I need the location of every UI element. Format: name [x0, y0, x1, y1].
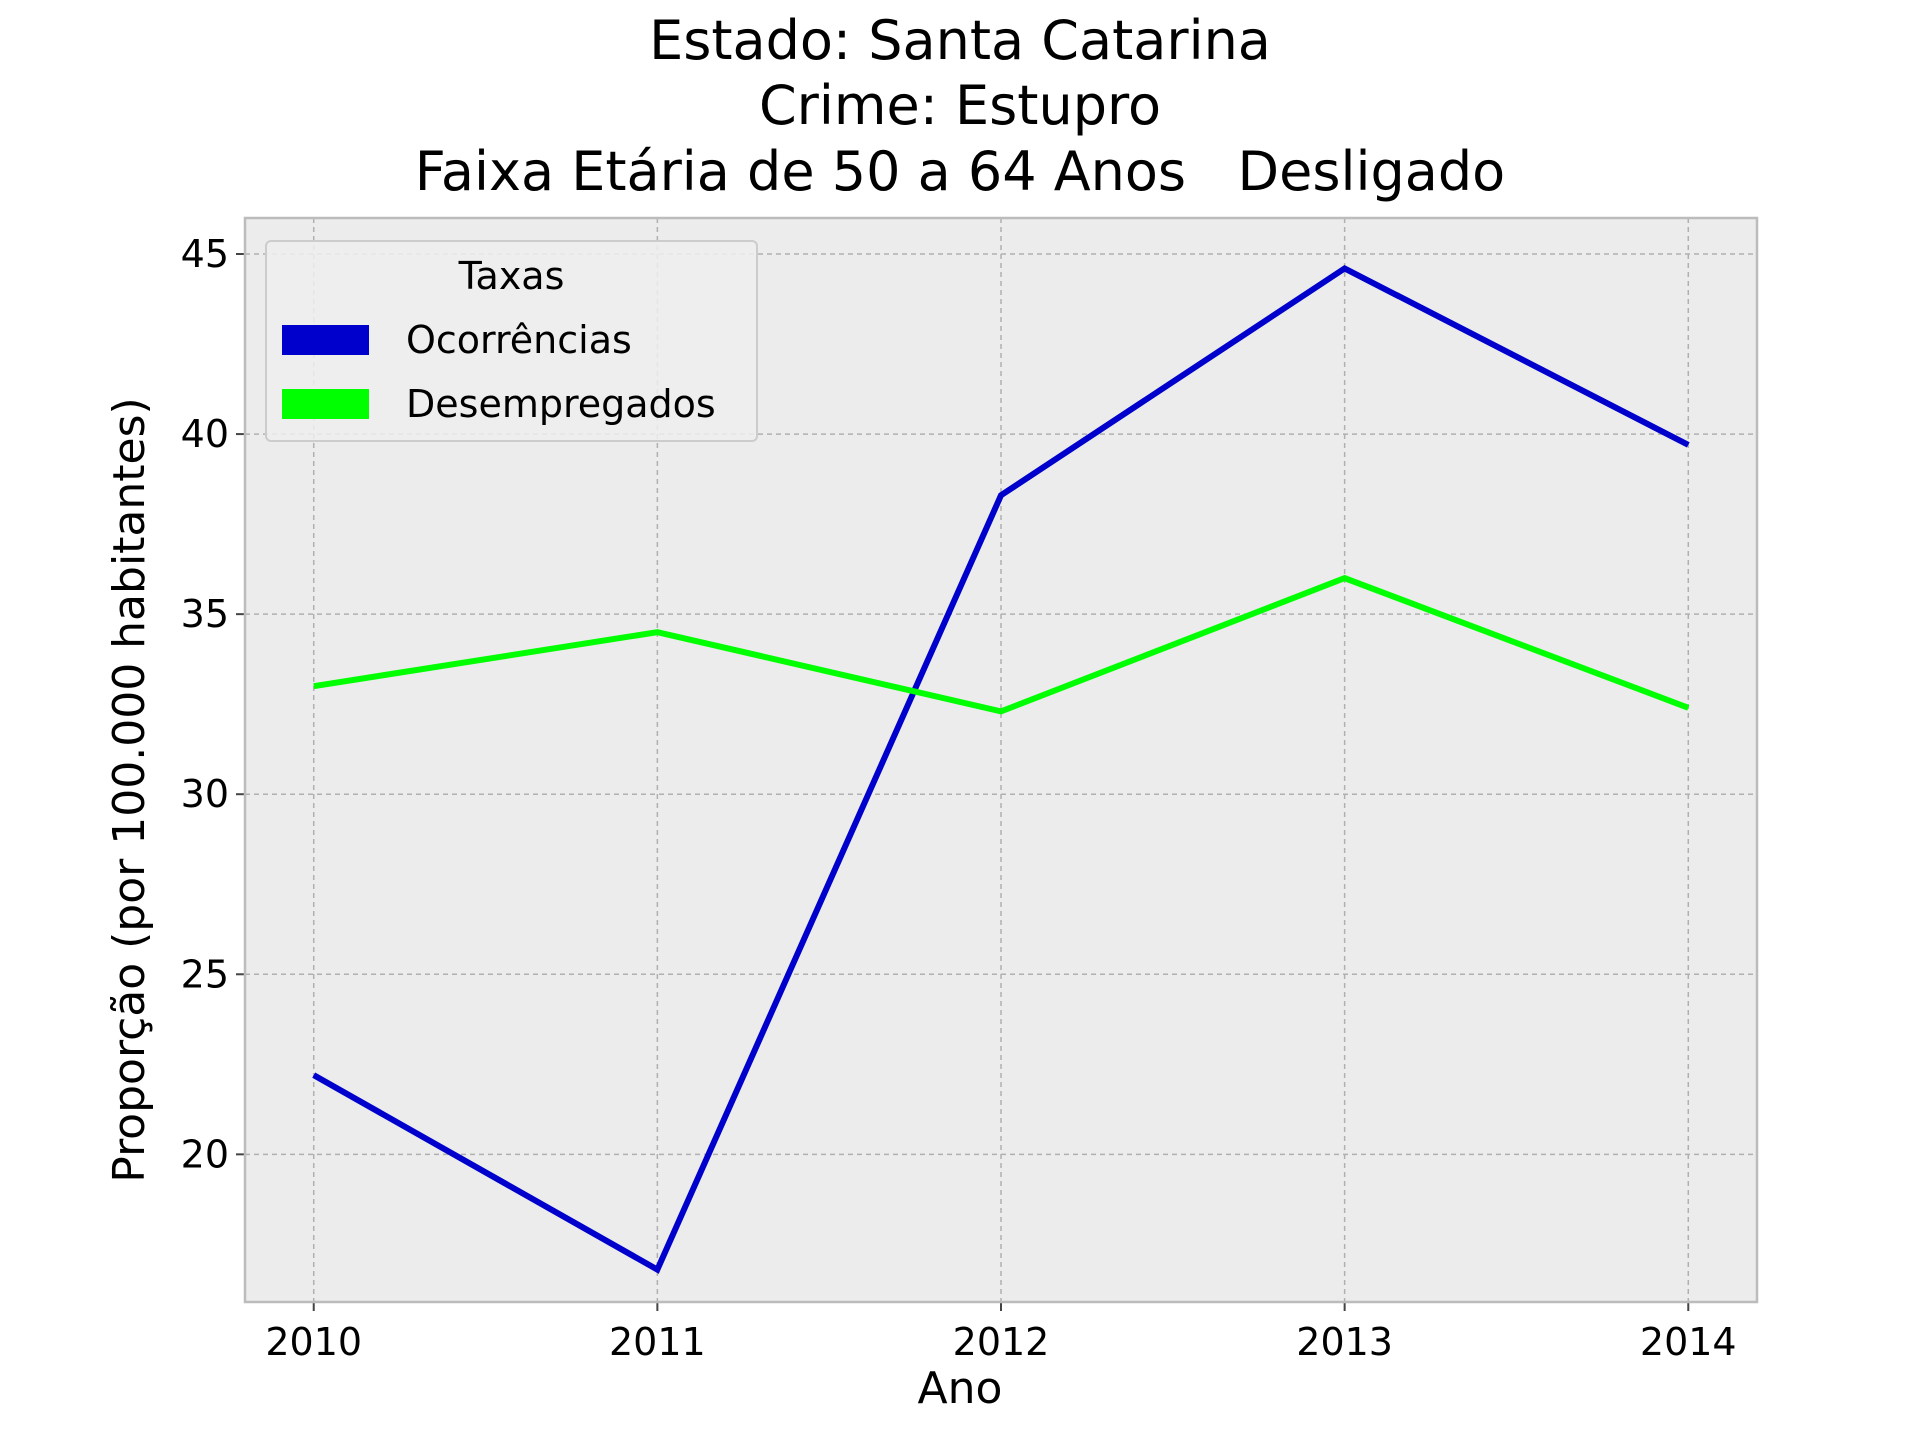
legend-swatch-desempregados — [282, 389, 369, 419]
legend-title: Taxas — [458, 254, 565, 298]
y-tick-label: 30 — [181, 772, 229, 816]
y-tick-label: 35 — [181, 592, 229, 636]
series-lines — [312, 264, 1690, 1274]
chart-title-line-2: Crime: Estupro — [758, 74, 1162, 137]
axis-ticks: 2010 2011 2012 2013 2014 20 25 30 35 40 45 — [181, 232, 1737, 1364]
legend-label-ocorrencias: Ocorrências — [406, 318, 632, 362]
x-axis-label: Ano — [917, 1363, 1003, 1414]
y-tick-label: 25 — [181, 952, 229, 996]
legend-swatch-ocorrencias — [282, 325, 369, 355]
legend: Taxas Ocorrências Desempregados — [265, 240, 758, 442]
x-tick-label: 2012 — [953, 1320, 1050, 1364]
y-axis-label: Proporção (por 100.000 habitantes) — [104, 397, 155, 1183]
x-tick-label: 2013 — [1296, 1320, 1393, 1364]
chart-title-line-3: Faixa Etária de 50 a 64 Anos Desligado — [414, 140, 1506, 203]
y-tick-label: 20 — [181, 1132, 229, 1176]
legend-item-desempregados: Desempregados — [282, 384, 716, 424]
legend-item-ocorrencias: Ocorrências — [282, 320, 632, 360]
x-tick-label: 2010 — [265, 1320, 362, 1364]
x-tick-label: 2011 — [609, 1320, 706, 1364]
grid-lines — [245, 218, 1757, 1302]
legend-label-desempregados: Desempregados — [406, 382, 716, 426]
chart-title-line-1: Estado: Santa Catarina — [649, 9, 1271, 72]
y-tick-label: 45 — [181, 232, 229, 276]
x-tick-label: 2014 — [1640, 1320, 1737, 1364]
y-tick-label: 40 — [181, 412, 229, 456]
plot-frame — [243, 216, 1759, 1304]
